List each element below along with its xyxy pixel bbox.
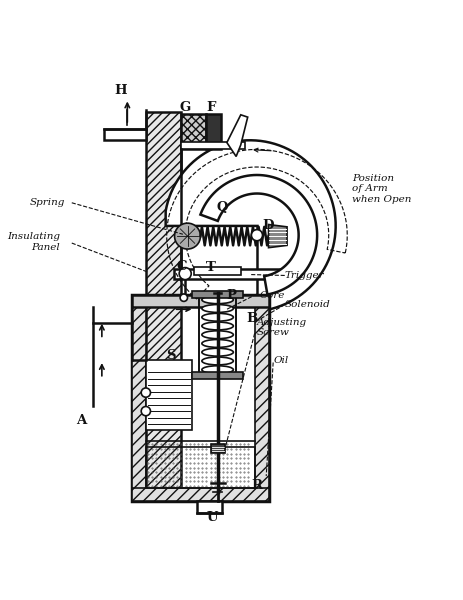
Text: Trigger: Trigger bbox=[285, 271, 325, 280]
Text: H: H bbox=[114, 84, 127, 97]
Bar bbox=[211, 445, 225, 453]
Text: Position
of Arm
when Open: Position of Arm when Open bbox=[352, 174, 411, 204]
Text: T: T bbox=[206, 261, 216, 274]
Ellipse shape bbox=[202, 296, 233, 304]
Ellipse shape bbox=[202, 340, 233, 347]
Ellipse shape bbox=[202, 305, 233, 313]
Polygon shape bbox=[166, 140, 336, 311]
Ellipse shape bbox=[202, 322, 233, 330]
Text: R: R bbox=[251, 479, 263, 492]
Bar bbox=[132, 295, 146, 502]
Bar bbox=[132, 488, 269, 502]
Ellipse shape bbox=[202, 348, 233, 356]
Bar bbox=[255, 295, 269, 502]
Bar bbox=[181, 142, 245, 149]
Circle shape bbox=[179, 268, 191, 280]
Bar bbox=[181, 115, 206, 149]
Circle shape bbox=[141, 406, 150, 416]
Circle shape bbox=[180, 294, 188, 301]
Text: Solenoid: Solenoid bbox=[285, 300, 331, 309]
Bar bbox=[192, 372, 243, 379]
Circle shape bbox=[251, 230, 263, 241]
Bar bbox=[132, 295, 269, 502]
Bar bbox=[146, 360, 192, 430]
Text: F: F bbox=[206, 101, 215, 115]
Bar bbox=[197, 502, 222, 513]
Bar bbox=[146, 112, 181, 502]
Text: Adjusting
Screw: Adjusting Screw bbox=[257, 318, 307, 337]
Text: Q: Q bbox=[217, 201, 228, 214]
Bar bbox=[174, 269, 280, 279]
Text: Spring: Spring bbox=[30, 198, 65, 207]
Bar bbox=[104, 128, 146, 140]
Polygon shape bbox=[200, 175, 317, 295]
Text: Oil: Oil bbox=[273, 356, 288, 365]
Text: A: A bbox=[76, 414, 86, 427]
Polygon shape bbox=[269, 224, 287, 248]
Bar bbox=[192, 291, 243, 298]
Bar bbox=[199, 295, 236, 374]
Text: D: D bbox=[263, 220, 274, 232]
Text: G: G bbox=[180, 101, 191, 115]
Text: P: P bbox=[226, 289, 237, 302]
Ellipse shape bbox=[202, 331, 233, 338]
Polygon shape bbox=[227, 115, 248, 157]
Text: Core: Core bbox=[259, 291, 285, 300]
Text: Insulating
Panel: Insulating Panel bbox=[7, 232, 60, 252]
Text: S: S bbox=[167, 349, 176, 362]
Text: C: C bbox=[176, 260, 187, 273]
Bar bbox=[146, 447, 255, 488]
Bar bbox=[194, 267, 241, 275]
Text: U: U bbox=[206, 511, 218, 524]
Ellipse shape bbox=[202, 313, 233, 321]
Ellipse shape bbox=[202, 357, 233, 365]
Bar bbox=[132, 295, 269, 307]
Bar bbox=[206, 115, 221, 149]
Text: B: B bbox=[247, 312, 258, 325]
Ellipse shape bbox=[202, 366, 233, 374]
Circle shape bbox=[141, 388, 150, 397]
Circle shape bbox=[175, 223, 200, 249]
